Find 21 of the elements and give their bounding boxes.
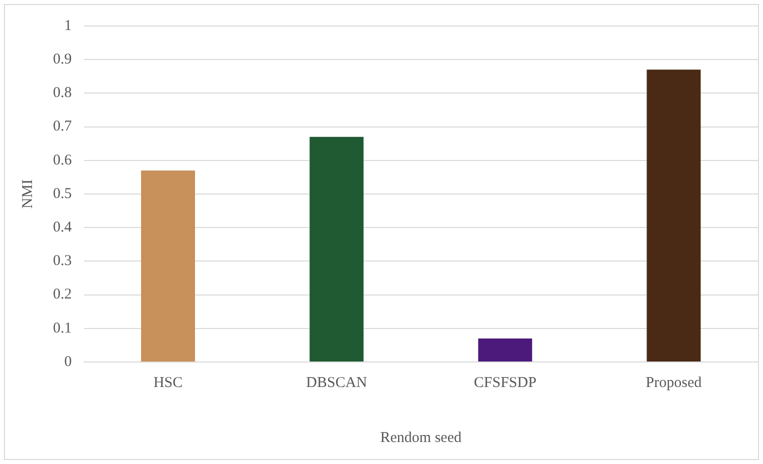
y-tick-label: 1: [64, 18, 72, 34]
y-tick-label: 0.1: [53, 320, 72, 336]
bar: [310, 136, 364, 362]
x-tick-label: DBSCAN: [306, 374, 368, 391]
x-tick-label: HSC: [153, 374, 183, 391]
y-tick-label: 0.5: [53, 186, 72, 202]
y-axis-title: NMI: [20, 179, 36, 209]
bar: [141, 170, 195, 362]
y-tick-label: 0.3: [53, 253, 72, 270]
y-tick-label: 0.4: [53, 220, 72, 236]
y-tick-label: 0.2: [53, 286, 72, 303]
y-tick-label: 0: [64, 354, 72, 370]
y-tick-label: 0.6: [53, 152, 72, 168]
bar: [478, 338, 532, 362]
y-tick-label: 0.9: [53, 52, 72, 68]
x-tick-label: CFSFSDP: [474, 374, 536, 391]
x-tick-label: Proposed: [646, 374, 702, 391]
y-tick-label: 0.7: [53, 118, 72, 135]
y-tick-label: 0.8: [53, 85, 72, 102]
bar: [646, 70, 701, 362]
x-axis-title: Rendom seed: [380, 430, 462, 446]
